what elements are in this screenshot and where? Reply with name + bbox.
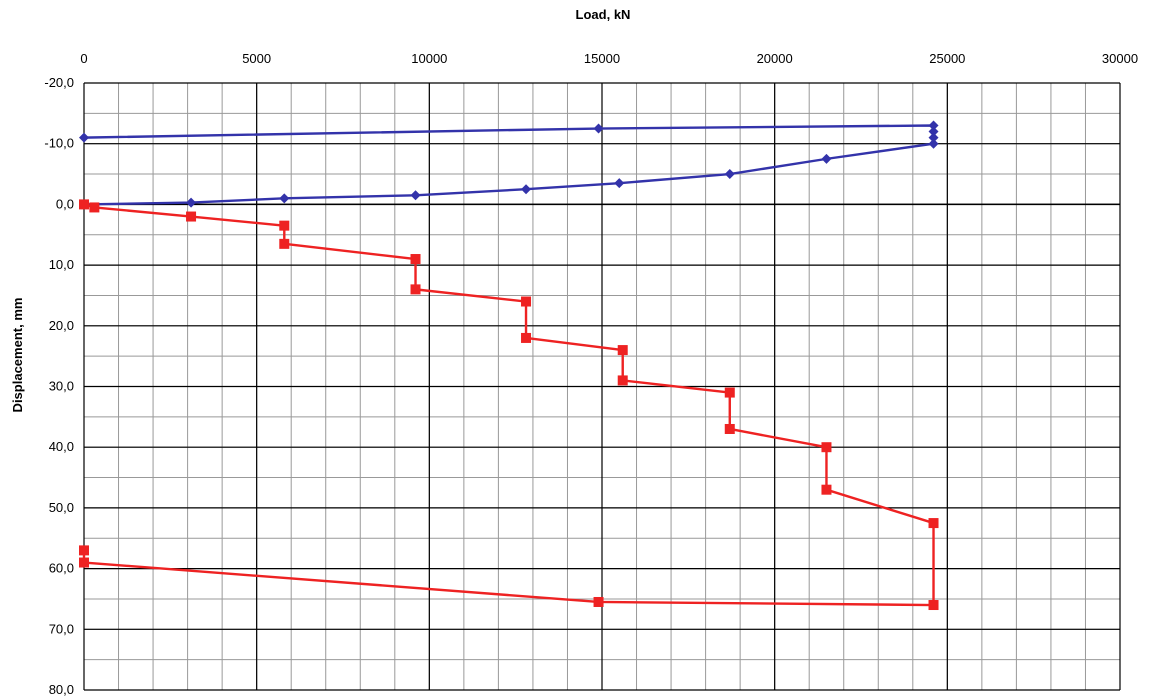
y-tick-label: 60,0 bbox=[49, 561, 74, 576]
series-markers bbox=[79, 120, 939, 611]
y-tick-label: 40,0 bbox=[49, 439, 74, 454]
y-tick-labels: -20,0 -10,0 0,0 10,0 20,0 30,0 40,0 50,0 60,0 70,… bbox=[44, 75, 74, 697]
data-point-square bbox=[410, 254, 421, 265]
x-tick-label: 10000 bbox=[411, 51, 447, 66]
data-point-square bbox=[617, 375, 628, 386]
data-point-square bbox=[410, 284, 421, 295]
data-point-diamond bbox=[521, 184, 532, 195]
data-point-diamond bbox=[928, 120, 939, 131]
data-point-square bbox=[279, 220, 290, 231]
data-point-square bbox=[521, 332, 532, 343]
y-tick-label: 80,0 bbox=[49, 682, 74, 697]
data-point-diamond bbox=[410, 190, 421, 201]
data-point-diamond bbox=[724, 169, 735, 180]
data-point-square bbox=[79, 557, 89, 568]
data-point-square bbox=[821, 484, 832, 495]
data-point-diamond bbox=[614, 178, 625, 189]
x-tick-label: 30000 bbox=[1102, 51, 1138, 66]
data-point-diamond bbox=[186, 197, 197, 208]
x-tick-label: 0 bbox=[80, 51, 87, 66]
data-point-diamond bbox=[928, 138, 939, 149]
y-axis-title: Displacement, mm bbox=[10, 298, 25, 413]
y-tick-label: 10,0 bbox=[49, 257, 74, 272]
data-point-square bbox=[593, 596, 604, 607]
data-point-diamond bbox=[928, 126, 939, 137]
data-point-square bbox=[724, 423, 735, 434]
data-point-square bbox=[928, 600, 939, 611]
data-point-square bbox=[186, 211, 197, 222]
data-point-diamond bbox=[279, 193, 290, 204]
data-point-square bbox=[79, 545, 89, 556]
data-point-square bbox=[89, 202, 100, 213]
data-point-square bbox=[617, 345, 628, 356]
data-point-square bbox=[521, 296, 532, 307]
y-tick-label: -20,0 bbox=[44, 75, 74, 90]
x-tick-label: 15000 bbox=[584, 51, 620, 66]
y-tick-label: 0,0 bbox=[56, 196, 74, 211]
y-tick-label: 50,0 bbox=[49, 500, 74, 515]
x-tick-label: 5000 bbox=[242, 51, 271, 66]
x-tick-labels: 0 5000 10000 15000 20000 25000 30000 bbox=[80, 51, 1138, 66]
data-point-diamond bbox=[79, 132, 89, 143]
data-point-square bbox=[928, 518, 939, 529]
data-point-diamond bbox=[593, 123, 604, 134]
data-point-square bbox=[79, 199, 89, 210]
data-point-diamond bbox=[821, 153, 832, 164]
x-tick-label: 25000 bbox=[929, 51, 965, 66]
y-tick-label: -10,0 bbox=[44, 136, 74, 151]
data-point-diamond bbox=[928, 132, 939, 143]
data-point-square bbox=[724, 387, 735, 398]
x-tick-label: 20000 bbox=[757, 51, 793, 66]
data-point-square bbox=[279, 238, 290, 249]
y-tick-label: 20,0 bbox=[49, 318, 74, 333]
data-point-square bbox=[821, 442, 832, 453]
y-tick-label: 70,0 bbox=[49, 621, 74, 636]
x-axis-title: Load, kN bbox=[576, 7, 631, 22]
y-tick-label: 30,0 bbox=[49, 379, 74, 394]
